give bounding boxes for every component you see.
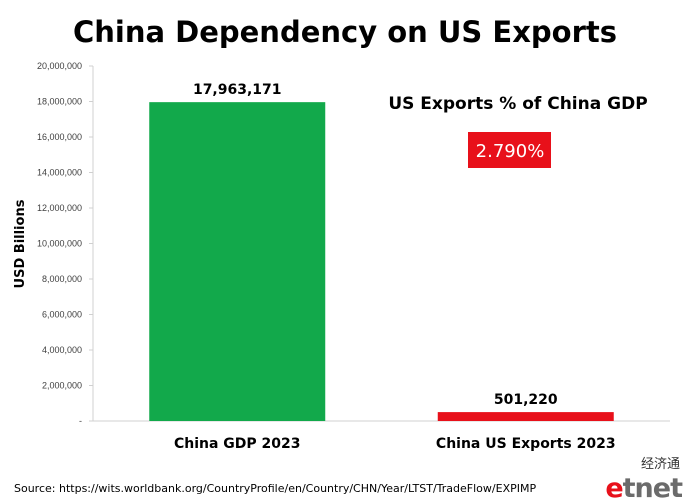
category-label: China US Exports 2023 — [436, 436, 616, 452]
annotation-value-box — [468, 132, 551, 168]
y-tick-label: 18,000,000 — [37, 97, 82, 107]
y-tick-label: 10,000,000 — [37, 239, 82, 249]
y-axis-label: USD Billions — [13, 199, 28, 288]
data-labels: 17,963,171 501,220 — [193, 82, 558, 408]
annotation: US Exports % of China GDP 2.790% — [388, 94, 648, 168]
y-tick-label: - — [79, 416, 82, 426]
annotation-title: US Exports % of China GDP — [388, 94, 647, 114]
y-tick-label: 2,000,000 — [42, 381, 82, 391]
bars — [149, 102, 614, 421]
y-tick-label: 20,000,000 — [37, 61, 82, 71]
bar — [149, 102, 326, 421]
y-tick-label: 6,000,000 — [42, 310, 82, 320]
y-tick-label: 14,000,000 — [37, 168, 82, 178]
bar-value-label: 501,220 — [494, 392, 558, 408]
source-note: Source: https://wits.worldbank.org/Count… — [14, 482, 536, 495]
bar — [437, 412, 614, 421]
bar-value-label: 17,963,171 — [193, 82, 282, 98]
category-label: China GDP 2023 — [174, 436, 301, 452]
y-tick-label: 16,000,000 — [37, 132, 82, 142]
chart-title: China Dependency on US Exports — [73, 15, 617, 49]
y-tick-label: 8,000,000 — [42, 274, 82, 284]
y-tick-label: 4,000,000 — [42, 345, 82, 355]
logo-chinese-text: 经济通 — [641, 457, 680, 472]
category-labels: China GDP 2023 China US Exports 2023 — [174, 436, 616, 452]
annotation-value: 2.790% — [476, 141, 545, 162]
etnet-logo: 经济通 etnet — [605, 457, 684, 501]
y-axis-ticks: - 2,000,000 4,000,000 6,000,000 8,000,000 10,… — [37, 61, 93, 426]
y-tick-label: 12,000,000 — [37, 203, 82, 213]
logo-latin-text: etnet — [605, 473, 683, 501]
